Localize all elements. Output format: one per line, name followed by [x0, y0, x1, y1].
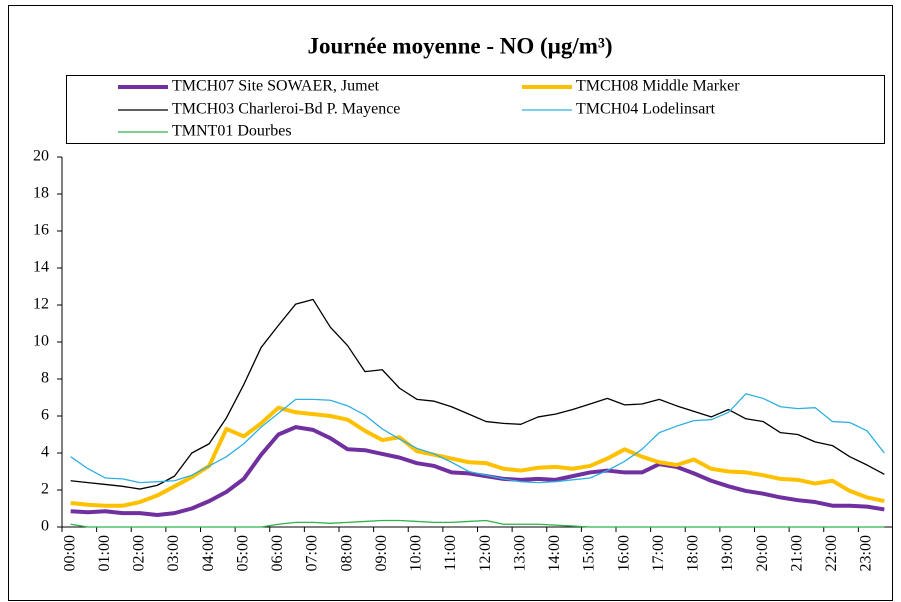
x-tick-label: 00:00 [61, 535, 78, 571]
y-tick-label: 10 [33, 333, 49, 350]
y-tick-label: 8 [41, 370, 49, 387]
x-tick-label: 02:00 [131, 535, 148, 571]
line-series [70, 393, 885, 484]
x-tick-label: 04:00 [200, 535, 217, 571]
x-tick-label: 15:00 [581, 535, 598, 571]
y-tick-label: 2 [41, 481, 49, 498]
legend-box [66, 75, 885, 144]
x-tick-label: 18:00 [685, 535, 702, 571]
x-tick-label: 11:00 [442, 535, 459, 571]
x-tick-label: 14:00 [546, 535, 563, 571]
y-tick-label: 6 [41, 407, 49, 424]
x-tick-label: 22:00 [823, 535, 840, 571]
y-tick-label: 4 [41, 444, 49, 461]
y-tick-label: 14 [33, 259, 49, 276]
legend-label: TMCH07 Site SOWAER, Jumet [172, 78, 380, 95]
x-tick-label: 23:00 [858, 535, 875, 571]
chart-title: Journée moyenne - NO (µg/m³) [307, 33, 612, 58]
legend-label: TMCH08 Middle Marker [576, 78, 740, 95]
x-tick-label: 03:00 [165, 535, 182, 571]
x-tick-label: 09:00 [373, 535, 390, 571]
x-tick-label: 06:00 [269, 535, 286, 571]
x-tick-label: 05:00 [234, 535, 251, 571]
y-tick-label: 16 [33, 222, 49, 239]
x-tick-label: 07:00 [304, 535, 321, 571]
legend-label: TMCH04 Lodelinsart [576, 101, 716, 118]
x-tick-label: 21:00 [788, 535, 805, 571]
x-tick-label: 12:00 [477, 535, 494, 571]
x-tick-label: 13:00 [511, 535, 528, 571]
x-tick-label: 16:00 [615, 535, 632, 571]
x-tick-label: 08:00 [338, 535, 355, 571]
legend-label: TMCH03 Charleroi-Bd P. Mayence [172, 101, 400, 118]
x-tick-label: 17:00 [650, 535, 667, 571]
x-tick-label: 20:00 [754, 535, 771, 571]
y-tick-label: 0 [41, 518, 49, 535]
y-tick-label: 18 [33, 185, 49, 202]
line-series [70, 519, 885, 528]
line-series [70, 298, 885, 490]
x-tick-label: 19:00 [719, 535, 736, 571]
legend-label: TMNT01 Dourbes [172, 123, 292, 140]
line-series [70, 425, 885, 517]
x-tick-label: 10:00 [408, 535, 425, 571]
y-tick-label: 12 [33, 296, 49, 313]
y-tick-label: 20 [33, 148, 49, 165]
x-tick-label: 01:00 [96, 535, 113, 571]
